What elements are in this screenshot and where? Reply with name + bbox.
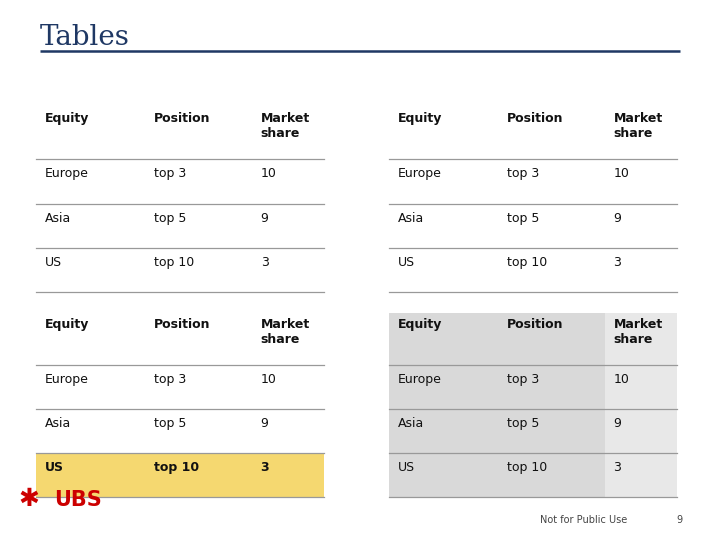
- Text: 9: 9: [261, 417, 269, 430]
- Text: Market
share: Market share: [613, 112, 662, 140]
- Text: 3: 3: [261, 461, 269, 474]
- Text: top 5: top 5: [507, 212, 539, 225]
- Text: Market
share: Market share: [613, 318, 662, 346]
- Text: US: US: [45, 256, 62, 269]
- Text: Asia: Asia: [397, 417, 423, 430]
- Text: top 5: top 5: [507, 417, 539, 430]
- Text: top 10: top 10: [154, 461, 199, 474]
- Text: Position: Position: [154, 318, 210, 330]
- Text: Asia: Asia: [45, 212, 71, 225]
- Text: top 10: top 10: [507, 461, 547, 474]
- Text: UBS: UBS: [54, 489, 102, 510]
- Text: top 5: top 5: [154, 212, 186, 225]
- Text: 10: 10: [613, 167, 629, 180]
- Text: top 10: top 10: [154, 256, 194, 269]
- Text: top 3: top 3: [154, 373, 186, 386]
- Text: Europe: Europe: [397, 373, 441, 386]
- Text: Asia: Asia: [397, 212, 423, 225]
- Text: 10: 10: [261, 167, 276, 180]
- Text: 10: 10: [261, 373, 276, 386]
- Bar: [605, 313, 677, 497]
- Text: Asia: Asia: [45, 417, 71, 430]
- Text: 3: 3: [613, 461, 621, 474]
- Text: top 5: top 5: [154, 417, 186, 430]
- Text: 9: 9: [613, 417, 621, 430]
- Text: Europe: Europe: [397, 167, 441, 180]
- Text: top 3: top 3: [507, 373, 539, 386]
- Text: top 3: top 3: [507, 167, 539, 180]
- Text: 9: 9: [677, 515, 683, 525]
- Text: Europe: Europe: [45, 167, 89, 180]
- Text: Equity: Equity: [397, 318, 442, 330]
- Text: Not for Public Use: Not for Public Use: [540, 515, 627, 525]
- Text: top 10: top 10: [507, 256, 547, 269]
- Text: Position: Position: [154, 112, 210, 125]
- Text: 9: 9: [261, 212, 269, 225]
- Text: 9: 9: [613, 212, 621, 225]
- Text: 10: 10: [613, 373, 629, 386]
- Text: Europe: Europe: [45, 373, 89, 386]
- Text: Equity: Equity: [45, 112, 89, 125]
- Text: top 3: top 3: [154, 167, 186, 180]
- Text: 3: 3: [261, 256, 269, 269]
- Text: US: US: [45, 461, 63, 474]
- Text: US: US: [397, 256, 415, 269]
- Text: Market
share: Market share: [261, 318, 310, 346]
- Text: Position: Position: [507, 318, 563, 330]
- Text: Equity: Equity: [45, 318, 89, 330]
- Text: US: US: [397, 461, 415, 474]
- Bar: [36, 453, 324, 497]
- Text: Position: Position: [507, 112, 563, 125]
- Text: ✱: ✱: [18, 488, 40, 511]
- Bar: [389, 313, 677, 497]
- Text: Tables: Tables: [40, 24, 130, 51]
- Text: 3: 3: [613, 256, 621, 269]
- Text: Market
share: Market share: [261, 112, 310, 140]
- Text: Equity: Equity: [397, 112, 442, 125]
